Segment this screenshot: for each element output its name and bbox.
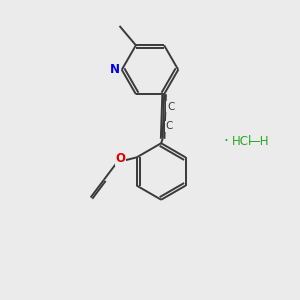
Text: HCl: HCl bbox=[232, 135, 252, 148]
Text: ·: · bbox=[224, 134, 228, 148]
Text: C: C bbox=[167, 102, 174, 112]
Text: O: O bbox=[115, 152, 125, 165]
Text: C: C bbox=[166, 121, 173, 131]
Text: N: N bbox=[110, 63, 120, 76]
Text: —H: —H bbox=[248, 135, 269, 148]
